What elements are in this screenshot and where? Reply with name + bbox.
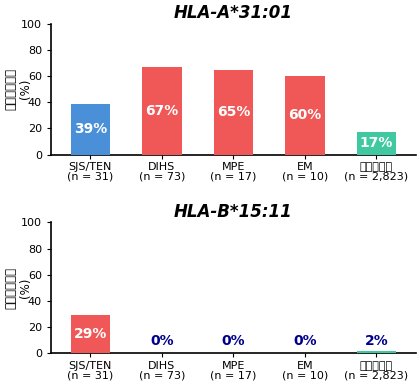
Y-axis label: アレル保有率
(%): アレル保有率 (%) (4, 267, 32, 309)
Bar (71, 315, 110, 353)
Text: 日本人集団: 日本人集団 (360, 361, 393, 371)
Text: 2%: 2% (365, 334, 388, 348)
Text: (n = 10): (n = 10) (282, 172, 328, 182)
Bar (285, 76, 325, 154)
Text: (n = 17): (n = 17) (210, 172, 257, 182)
Text: 0%: 0% (222, 334, 245, 348)
Text: MPE: MPE (222, 361, 245, 371)
Bar (357, 351, 396, 353)
Text: 39%: 39% (74, 122, 107, 136)
Text: EM: EM (297, 162, 313, 172)
Title: HLA-B*15:11: HLA-B*15:11 (174, 203, 293, 221)
Text: (n = 73): (n = 73) (139, 370, 185, 380)
Text: SJS/TEN: SJS/TEN (68, 361, 112, 371)
Text: (n = 17): (n = 17) (210, 370, 257, 380)
Text: (n = 31): (n = 31) (67, 172, 113, 182)
Text: 65%: 65% (217, 105, 250, 119)
Text: (n = 31): (n = 31) (67, 370, 113, 380)
Text: 67%: 67% (145, 104, 178, 118)
Bar (214, 70, 253, 154)
Text: (n = 73): (n = 73) (139, 172, 185, 182)
Y-axis label: アレル保有率
(%): アレル保有率 (%) (4, 68, 32, 110)
Text: 17%: 17% (360, 136, 393, 151)
Text: MPE: MPE (222, 162, 245, 172)
Text: SJS/TEN: SJS/TEN (68, 162, 112, 172)
Text: 日本人集団: 日本人集団 (360, 162, 393, 172)
Text: 29%: 29% (74, 327, 107, 341)
Text: (n = 10): (n = 10) (282, 370, 328, 380)
Text: EM: EM (297, 361, 313, 371)
Text: 60%: 60% (288, 108, 322, 122)
Text: 0%: 0% (293, 334, 317, 348)
Title: HLA-A*31:01: HLA-A*31:01 (174, 4, 293, 22)
Bar (71, 104, 110, 154)
Text: DIHS: DIHS (148, 361, 176, 371)
Bar (142, 67, 181, 154)
Text: (n = 2,823): (n = 2,823) (344, 370, 409, 380)
Bar (357, 132, 396, 154)
Text: 0%: 0% (150, 334, 174, 348)
Text: (n = 2,823): (n = 2,823) (344, 172, 409, 182)
Text: DIHS: DIHS (148, 162, 176, 172)
